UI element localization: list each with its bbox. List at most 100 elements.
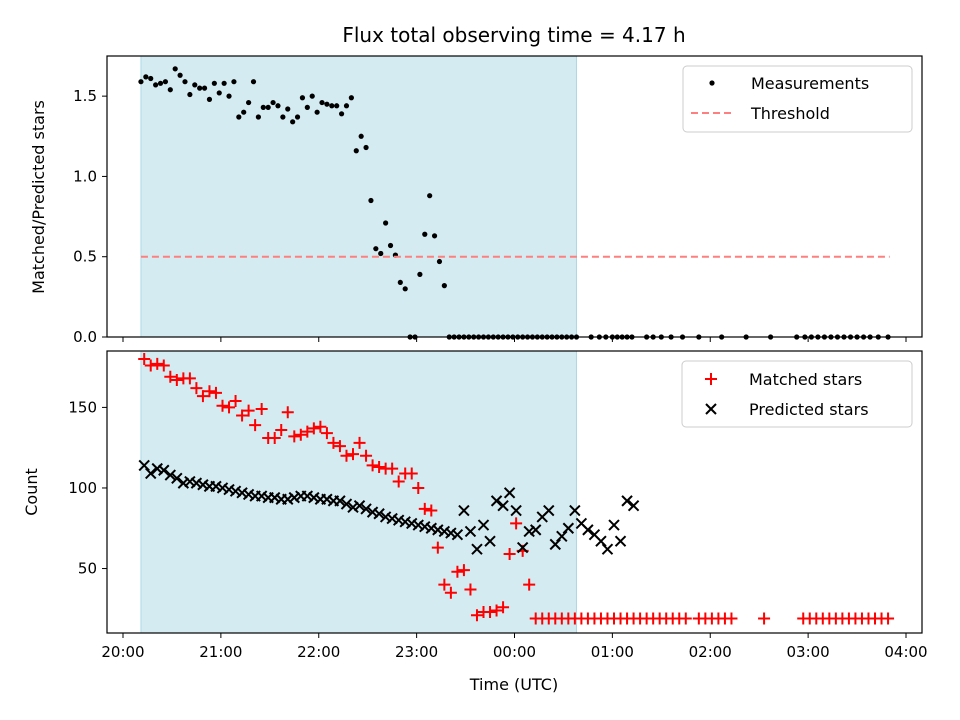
predicted-star-point <box>614 535 627 547</box>
matched-star-point <box>679 612 692 625</box>
measurement-point <box>348 95 354 101</box>
matched-star-point <box>209 386 222 399</box>
predicted-star-point <box>445 527 457 539</box>
predicted-star-point <box>340 498 353 510</box>
predicted-star-point <box>190 477 203 489</box>
matched-star-point <box>183 372 196 385</box>
measurement-point <box>260 104 266 110</box>
predicted-star-point <box>471 543 483 555</box>
bottom-panel: 20:00 21:00 22:00 23:00 00:00 01:00 02:00 03:00… <box>22 350 928 694</box>
matched-star-point <box>457 564 470 577</box>
predicted-star-point <box>171 472 183 485</box>
x-tick-label: 22:00 <box>297 643 340 661</box>
predicted-star-point <box>373 508 385 520</box>
predicted-star-point <box>608 519 620 531</box>
legend-measurements-marker <box>709 80 715 86</box>
predicted-star-point <box>464 525 477 538</box>
matched-star-point <box>464 583 477 596</box>
predicted-star-point <box>197 479 209 491</box>
bottom-observing-interval-shade <box>140 351 577 633</box>
matched-star-point <box>444 586 457 599</box>
predicted-star-point <box>399 516 411 528</box>
x-tick-label: 02:00 <box>689 643 732 661</box>
measurement-point <box>246 99 252 106</box>
x-tick-label: 23:00 <box>395 643 438 661</box>
measurement-point <box>363 144 369 151</box>
x-axis-label: Time (UTC) <box>469 675 558 694</box>
measurement-point <box>280 114 286 120</box>
predicted-star-point <box>425 522 438 534</box>
matched-star-point <box>236 409 249 422</box>
matched-star-point <box>360 449 373 462</box>
predicted-star-point <box>288 491 300 504</box>
predicted-star-point <box>138 459 150 472</box>
predicted-star-point <box>177 477 190 489</box>
matched-star-point <box>725 612 738 625</box>
measurement-point <box>417 271 423 277</box>
y-tick-label: 0.0 <box>73 328 97 346</box>
measurement-point <box>441 283 447 289</box>
measurement-point <box>250 79 257 85</box>
measurement-point <box>138 79 144 85</box>
legend-matched-label: Matched stars <box>749 370 862 389</box>
matched-star-point <box>301 425 314 438</box>
matched-star-point <box>340 449 353 462</box>
measurement-point <box>436 258 443 265</box>
predicted-star-point <box>510 504 522 517</box>
matched-star-point <box>151 357 164 370</box>
measurement-point <box>143 74 149 80</box>
predicted-star-point <box>321 493 333 505</box>
x-tick-label: 03:00 <box>787 643 830 661</box>
measurement-point <box>353 148 359 154</box>
y-tick-label: 0.5 <box>73 248 97 266</box>
matched-star-point <box>373 461 386 474</box>
predicted-star-point <box>582 524 594 536</box>
measurement-point <box>177 72 183 78</box>
y-tick-label: 100 <box>68 479 97 497</box>
measurement-point <box>368 197 374 204</box>
measurement-point <box>187 91 193 98</box>
predicted-star-point <box>242 488 255 501</box>
predicted-star-point <box>621 495 633 507</box>
predicted-star-point <box>366 506 379 518</box>
measurement-point <box>324 101 330 107</box>
matched-star-point <box>249 419 262 432</box>
predicted-star-point <box>379 511 392 523</box>
predicted-star-point <box>458 504 470 517</box>
top-legend: Measurements Threshold <box>682 65 913 133</box>
measurement-point <box>329 103 335 109</box>
legend-threshold-label: Threshold <box>750 104 830 123</box>
predicted-star-point <box>406 517 418 530</box>
measurement-point <box>270 99 276 106</box>
matched-star-point <box>203 385 216 398</box>
measurement-point <box>275 103 281 109</box>
measurement-point <box>294 114 301 120</box>
measurement-point <box>309 93 315 99</box>
matched-star-point <box>307 422 320 435</box>
predicted-star-point <box>412 519 424 531</box>
predicted-star-point <box>236 487 248 499</box>
measurement-point <box>216 90 222 96</box>
predicted-star-point <box>347 501 359 514</box>
predicted-star-point <box>301 490 314 502</box>
bottom-panel-ticks: 20:00 21:00 22:00 23:00 00:00 01:00 02:00 03:00… <box>68 398 927 661</box>
y-tick-label: 50 <box>78 560 97 578</box>
matched-star-point <box>170 374 183 387</box>
measurement-point <box>383 220 389 226</box>
predicted-star-point <box>145 467 157 480</box>
measurement-point <box>343 103 350 109</box>
predicted-star-point <box>386 512 398 525</box>
matched-star-point <box>490 604 503 617</box>
matched-star-point <box>223 401 236 414</box>
matched-star-point <box>451 565 464 578</box>
bottom-legend-box <box>681 360 913 428</box>
predicted-star-point <box>569 504 581 517</box>
bottom-y-axis-label: Count <box>22 468 41 516</box>
x-tick-label: 01:00 <box>591 643 634 661</box>
measurement-point <box>197 85 203 91</box>
x-tick-label: 04:00 <box>884 643 927 661</box>
measurement-point <box>206 96 213 102</box>
measurement-point <box>226 93 232 99</box>
measurement-point <box>172 66 178 72</box>
